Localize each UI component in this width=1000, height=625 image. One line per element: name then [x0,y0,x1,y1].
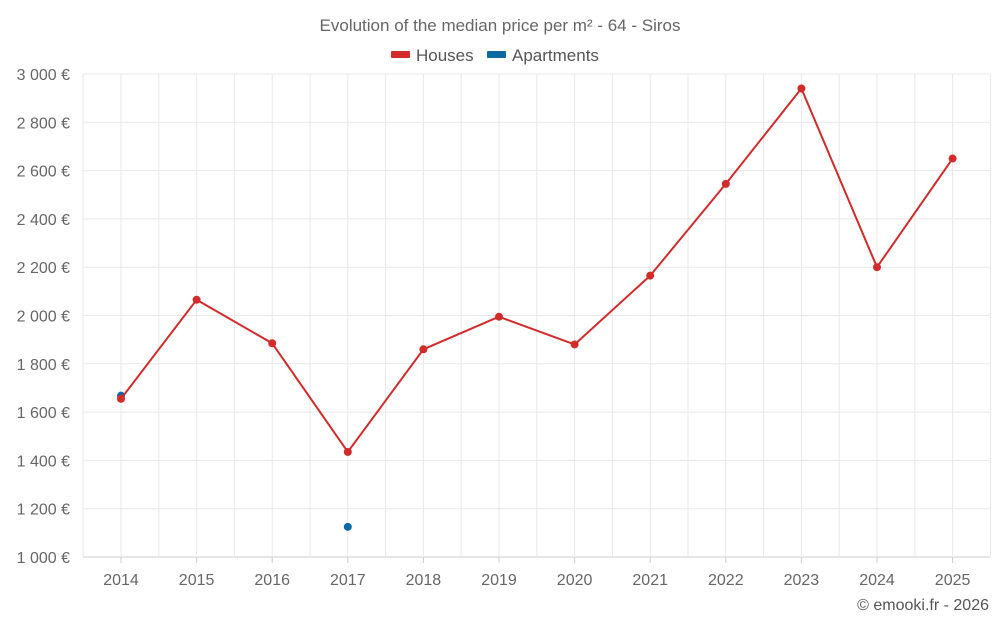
x-tick-label: 2023 [784,572,820,589]
series-houses [117,84,957,456]
legend-label-houses: Houses [416,46,474,65]
x-tick-label: 2019 [481,572,517,589]
y-tick-label: 1 800 € [17,357,70,374]
data-point-houses[interactable] [268,339,277,348]
y-tick-label: 1 200 € [17,502,70,519]
legend-item-apartments[interactable]: Apartments [487,46,599,65]
y-tick-label: 3 000 € [17,67,70,84]
y-tick-label: 1 400 € [17,453,70,470]
y-tick-label: 2 000 € [17,309,70,326]
data-point-houses[interactable] [797,84,806,93]
x-tick-label: 2015 [179,572,215,589]
footer-credit: © emooki.fr - 2026 [857,597,989,614]
data-point-apartments[interactable] [343,522,352,531]
chart-title: Evolution of the median price per m² - 6… [320,16,681,35]
data-point-houses[interactable] [873,263,881,272]
y-tick-label: 2 400 € [17,212,70,229]
data-point-houses[interactable] [570,340,579,349]
y-tick-label: 2 200 € [17,260,70,277]
series [117,84,957,531]
y-tick-label: 1 600 € [17,405,70,422]
x-tick-label: 2014 [103,572,139,589]
data-point-houses[interactable] [948,154,957,163]
data-point-houses[interactable] [721,179,730,188]
grid [82,73,991,558]
x-tick-label: 2021 [632,572,668,589]
x-tick-label: 2022 [708,572,744,589]
x-tick-label: 2017 [330,572,366,589]
axes: 1 000 € 1 200 € 1 400 € 1 600 € 1 800 € 2 000… [17,67,971,589]
legend-swatch-houses [391,51,410,58]
y-tick-label: 2 800 € [17,115,70,132]
series-line-houses [120,87,954,453]
y-tick-label: 1 000 € [17,550,70,567]
data-point-houses[interactable] [646,271,655,280]
x-tick-label: 2025 [935,572,971,589]
legend-swatch-apartments [487,51,506,58]
data-point-houses[interactable] [343,447,352,456]
y-tick-label: 2 600 € [17,164,70,181]
data-point-houses[interactable] [192,295,201,304]
x-tick-label: 2024 [859,572,895,589]
data-point-houses[interactable] [495,312,503,321]
x-tick-label: 2018 [406,572,442,589]
data-point-houses[interactable] [419,345,428,354]
legend-item-houses[interactable]: Houses [391,46,474,65]
legend: Houses Apartments [391,46,599,65]
x-tick-label: 2020 [557,572,593,589]
legend-label-apartments: Apartments [512,46,599,65]
data-point-houses[interactable] [117,394,125,403]
x-tick-label: 2016 [254,572,290,589]
